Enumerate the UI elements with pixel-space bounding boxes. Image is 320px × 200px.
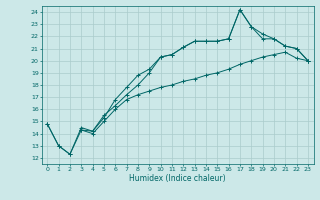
- X-axis label: Humidex (Indice chaleur): Humidex (Indice chaleur): [129, 174, 226, 183]
